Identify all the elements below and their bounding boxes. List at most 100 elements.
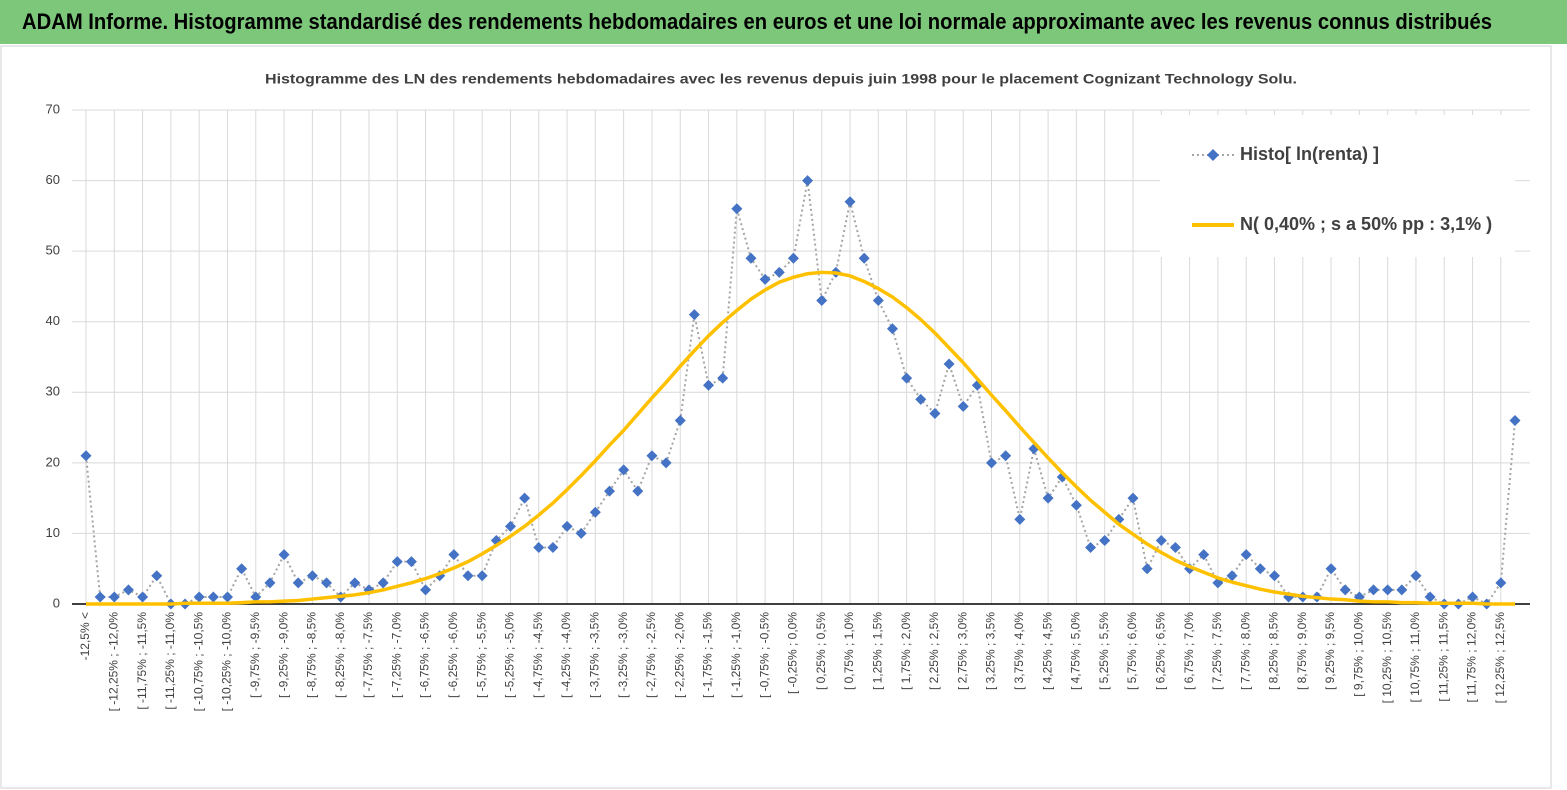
data-point	[618, 464, 630, 476]
x-tick-label: [ 6,75% ; 7,0%	[1182, 612, 1196, 690]
data-point	[844, 196, 856, 208]
y-tick-label: 0	[53, 595, 60, 610]
data-point	[1424, 591, 1436, 603]
x-tick-label: [ -6,25% ; -6,0%	[446, 612, 460, 698]
header-title: ADAM Informe. Histogramme standardisé de…	[22, 9, 1492, 34]
data-point	[207, 591, 219, 603]
data-point	[1382, 584, 1394, 596]
data-point	[391, 556, 403, 568]
data-point	[1000, 450, 1012, 462]
data-point	[1268, 570, 1280, 582]
x-tick-label: [ -3,75% ; -3,5%	[588, 612, 602, 698]
data-point	[1169, 542, 1181, 554]
x-tick-label: [ 5,75% ; 6,0%	[1125, 612, 1139, 690]
data-point	[1141, 563, 1153, 575]
x-tick-label: [ 10,25% ; 10,5%	[1380, 612, 1394, 704]
data-point	[94, 591, 106, 603]
data-point	[420, 584, 432, 596]
x-tick-label: [ 12,25% ; 12,5%	[1493, 612, 1507, 704]
x-tick-label: [ -5,25% ; -5,0%	[503, 612, 517, 698]
data-point	[632, 485, 644, 497]
x-tick-label: [ -3,25% ; -3,0%	[616, 612, 630, 698]
data-point	[1099, 534, 1111, 546]
data-point	[1042, 492, 1054, 504]
data-point	[193, 591, 205, 603]
x-tick-label: [ -4,25% ; -4,0%	[559, 612, 573, 698]
data-point	[688, 309, 700, 321]
data-point	[292, 577, 304, 589]
data-point	[1509, 415, 1521, 427]
data-point	[462, 570, 474, 582]
data-point	[1070, 499, 1082, 511]
x-tick-label: [ -1,25% ; -1,0%	[729, 612, 743, 698]
x-tick-label: [ 7,75% ; 8,0%	[1238, 612, 1252, 690]
x-tick-label: -12,5% <	[78, 612, 92, 660]
data-point	[1127, 492, 1139, 504]
data-point	[1396, 584, 1408, 596]
x-tick-label: [ -7,75% ; -7,5%	[361, 612, 375, 698]
data-point	[1155, 534, 1167, 546]
data-point	[674, 415, 686, 427]
x-tick-label: [ -9,75% ; -9,5%	[248, 612, 262, 698]
chart-title: Histogramme des LN des rendements hebdom…	[265, 71, 1297, 87]
data-point	[504, 520, 516, 532]
y-tick-label: 10	[46, 525, 60, 540]
series-line	[86, 270, 1515, 606]
data-point	[929, 407, 941, 419]
x-tick-label: [ 9,25% ; 9,5%	[1323, 612, 1337, 690]
data-point	[476, 570, 488, 582]
x-tick-label: [ 3,75% ; 4,0%	[1012, 612, 1026, 690]
data-point	[236, 563, 248, 575]
data-point	[957, 400, 969, 412]
x-tick-label: [ -6,75% ; -6,5%	[418, 612, 432, 698]
data-point	[80, 450, 92, 462]
x-tick-label: [ -8,25% ; -8,0%	[333, 612, 347, 698]
x-tick-label: [ -10,25% ; -10,0%	[220, 612, 234, 712]
y-tick-label: 20	[46, 454, 60, 469]
x-tick-label: [ 0,25% ; 0,5%	[814, 612, 828, 690]
x-tick-label: [ 2,75% ; 3,0%	[955, 612, 969, 690]
data-point	[547, 542, 559, 554]
x-tick-label: [ -1,75% ; -1,5%	[701, 612, 715, 698]
x-tick-label: [ -11,25% ; -11,0%	[163, 612, 177, 710]
data-point	[1467, 591, 1479, 603]
x-tick-label: [ 8,75% ; 9,0%	[1295, 612, 1309, 690]
x-tick-label: [ -0,75% ; -0,5%	[757, 612, 771, 698]
data-point	[349, 577, 361, 589]
data-point	[151, 570, 163, 582]
data-point	[377, 577, 389, 589]
x-tick-label: [ 8,25% ; 8,5%	[1267, 612, 1281, 690]
legend-box	[1160, 115, 1515, 257]
x-tick-label: [ -12,25% ; -12,0%	[106, 612, 120, 712]
legend-label: Histo[ ln(renta) ]	[1240, 144, 1379, 164]
x-tick-label: [ 9,75% ; 10,0%	[1352, 612, 1366, 697]
data-point	[1339, 584, 1351, 596]
legend-marker	[1207, 149, 1219, 161]
data-point	[731, 203, 743, 215]
data-point	[773, 266, 785, 278]
data-point	[802, 175, 814, 187]
data-point	[1368, 584, 1380, 596]
data-point	[250, 591, 262, 603]
y-tick-label: 60	[46, 172, 60, 187]
data-point	[1410, 570, 1422, 582]
data-point	[1254, 563, 1266, 575]
x-tick-label: [ -2,25% ; -2,0%	[672, 612, 686, 698]
data-point	[561, 520, 573, 532]
data-point	[519, 492, 531, 504]
data-point	[745, 252, 757, 264]
data-point	[264, 577, 276, 589]
data-point	[589, 506, 601, 518]
data-point	[1014, 513, 1026, 525]
data-point	[872, 295, 884, 307]
data-point	[717, 372, 729, 384]
data-point	[986, 457, 998, 469]
data-point	[278, 549, 290, 561]
y-tick-label: 30	[46, 384, 60, 399]
data-point	[646, 450, 658, 462]
x-tick-label: [ 10,75% ; 11,0%	[1408, 612, 1422, 703]
y-tick-label: 70	[46, 101, 60, 116]
x-tick-label: [ -10,75% ; -10,5%	[191, 612, 205, 712]
data-point	[405, 556, 417, 568]
